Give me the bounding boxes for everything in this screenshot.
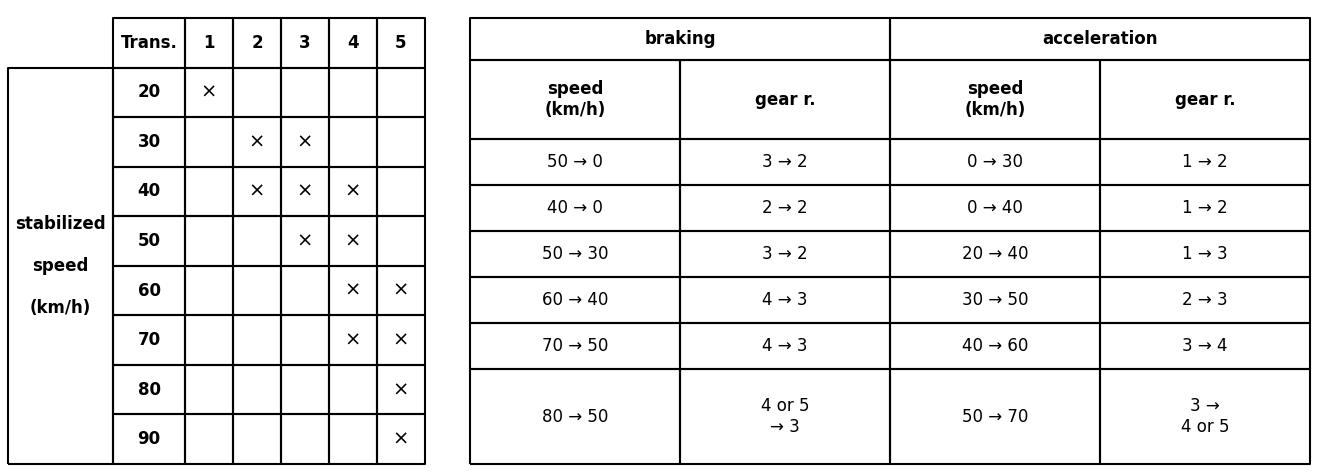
Text: 1 → 3: 1 → 3 bbox=[1182, 246, 1228, 264]
Text: 1 → 2: 1 → 2 bbox=[1182, 154, 1228, 172]
Text: 4 or 5
→ 3: 4 or 5 → 3 bbox=[760, 397, 809, 436]
Text: 40 → 0: 40 → 0 bbox=[547, 200, 602, 218]
Text: (km/h): (km/h) bbox=[30, 299, 91, 317]
Text: 3 →
4 or 5: 3 → 4 or 5 bbox=[1181, 397, 1230, 436]
Text: 70: 70 bbox=[137, 331, 161, 349]
Text: 0 → 30: 0 → 30 bbox=[967, 154, 1023, 172]
Text: 3: 3 bbox=[299, 34, 311, 52]
Text: speed
(km/h): speed (km/h) bbox=[544, 81, 606, 119]
Text: 2 → 2: 2 → 2 bbox=[762, 200, 808, 218]
Text: stabilized: stabilized bbox=[16, 215, 105, 233]
Text: 3 → 4: 3 → 4 bbox=[1182, 337, 1228, 356]
Text: ×: × bbox=[297, 132, 314, 151]
Text: 2: 2 bbox=[252, 34, 262, 52]
Text: ×: × bbox=[393, 281, 409, 300]
Text: ×: × bbox=[249, 132, 265, 151]
Text: gear r.: gear r. bbox=[1174, 91, 1235, 109]
Text: 20 → 40: 20 → 40 bbox=[962, 246, 1028, 264]
Text: ×: × bbox=[393, 380, 409, 399]
Text: speed: speed bbox=[33, 257, 88, 275]
Text: 50 → 70: 50 → 70 bbox=[962, 408, 1028, 426]
Text: 4 → 3: 4 → 3 bbox=[762, 292, 808, 310]
Text: ×: × bbox=[200, 83, 217, 102]
Text: 0 → 40: 0 → 40 bbox=[967, 200, 1023, 218]
Text: 3 → 2: 3 → 2 bbox=[762, 246, 808, 264]
Text: acceleration: acceleration bbox=[1043, 30, 1157, 48]
Text: 40 → 60: 40 → 60 bbox=[962, 337, 1028, 356]
Text: ×: × bbox=[345, 182, 361, 201]
Text: braking: braking bbox=[645, 30, 716, 48]
Text: ×: × bbox=[345, 231, 361, 250]
Text: 90: 90 bbox=[137, 430, 161, 448]
Text: 2 → 3: 2 → 3 bbox=[1182, 292, 1228, 310]
Text: 4: 4 bbox=[347, 34, 358, 52]
Text: speed
(km/h): speed (km/h) bbox=[965, 81, 1025, 119]
Text: 60: 60 bbox=[137, 282, 161, 300]
Text: 50 → 0: 50 → 0 bbox=[547, 154, 602, 172]
Text: 5: 5 bbox=[395, 34, 407, 52]
Text: 40: 40 bbox=[137, 182, 161, 201]
Text: ×: × bbox=[345, 330, 361, 350]
Text: 80: 80 bbox=[137, 381, 161, 399]
Text: 4 → 3: 4 → 3 bbox=[762, 337, 808, 356]
Text: 80 → 50: 80 → 50 bbox=[542, 408, 608, 426]
Text: 60 → 40: 60 → 40 bbox=[542, 292, 608, 310]
Text: ×: × bbox=[297, 182, 314, 201]
Text: 1: 1 bbox=[203, 34, 215, 52]
Text: gear r.: gear r. bbox=[755, 91, 816, 109]
Text: ×: × bbox=[345, 281, 361, 300]
Text: 1 → 2: 1 → 2 bbox=[1182, 200, 1228, 218]
Text: ×: × bbox=[393, 430, 409, 449]
Text: ×: × bbox=[249, 182, 265, 201]
Text: 50 → 30: 50 → 30 bbox=[542, 246, 608, 264]
Text: 3 → 2: 3 → 2 bbox=[762, 154, 808, 172]
Text: 30 → 50: 30 → 50 bbox=[962, 292, 1028, 310]
Text: 70 → 50: 70 → 50 bbox=[542, 337, 608, 356]
Text: Trans.: Trans. bbox=[120, 34, 178, 52]
Text: 50: 50 bbox=[137, 232, 161, 250]
Text: 20: 20 bbox=[137, 83, 161, 101]
Text: 30: 30 bbox=[137, 133, 161, 151]
Text: ×: × bbox=[297, 231, 314, 250]
Text: ×: × bbox=[393, 330, 409, 350]
